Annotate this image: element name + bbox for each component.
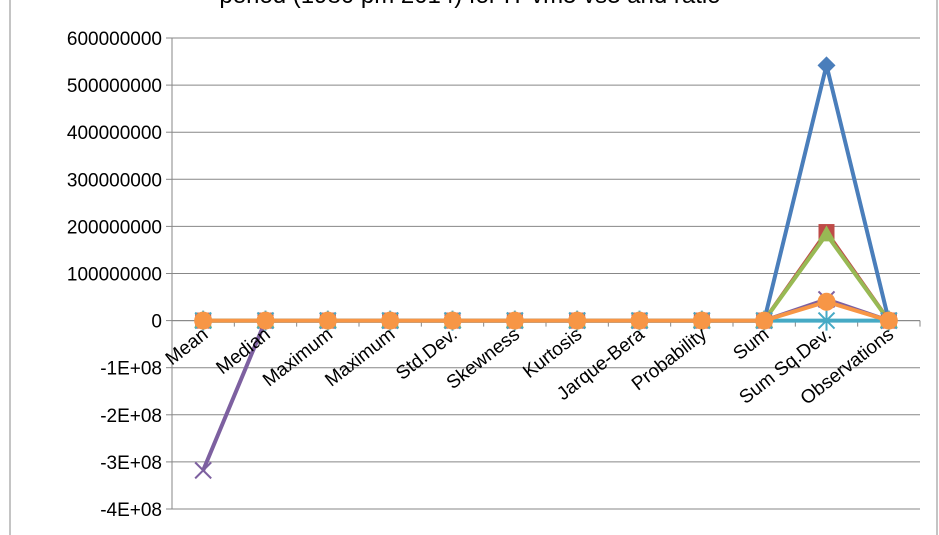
data-point-circle: [755, 311, 774, 330]
x-axis-ticks: Mean MedianMaximumMaximumStd.Dev.Skewness…: [162, 324, 898, 410]
series-markers: [194, 56, 898, 480]
data-point-circle: [505, 311, 524, 330]
data-point-circle: [568, 311, 587, 330]
y-tick-label: 100000000: [67, 265, 162, 286]
series-line-0: [203, 63, 891, 323]
data-point-circle: [194, 311, 213, 330]
y-tick-label: -3E+08: [100, 453, 162, 474]
y-axis-ticks: 600000000 500000000 400000000 300000000 2000…: [67, 29, 172, 521]
y-tick-label: 500000000: [67, 76, 162, 97]
data-point-circle: [879, 311, 898, 330]
data-point-circle: [630, 311, 649, 330]
y-tick-label: -2E+08: [100, 406, 162, 427]
x-tick-label: Mean: [162, 324, 212, 370]
x-tick-label: Sum: [730, 324, 774, 365]
data-point-diamond: [817, 56, 836, 75]
data-point-x: [194, 461, 212, 480]
series-line-5: [203, 299, 890, 323]
y-tick-label: 0: [151, 312, 162, 333]
y-tick-label: -1E+08: [100, 359, 162, 380]
data-point-circle: [318, 311, 337, 330]
y-tick-label: 400000000: [67, 123, 162, 144]
chart-title: period (1980 pm 2014) for IT vm5 vs3 and…: [219, 0, 720, 9]
data-point-circle: [443, 311, 462, 330]
y-tick-label: 600000000: [67, 29, 162, 50]
data-point-circle: [817, 292, 836, 311]
data-point-circle: [256, 311, 275, 330]
y-tick-label: 300000000: [67, 170, 162, 191]
gridlines: [172, 37, 920, 510]
y-tick-label: -4E+08: [100, 500, 162, 521]
y-tick-label: 200000000: [67, 217, 162, 238]
series-line-1: [203, 230, 891, 323]
series-line-2: [203, 232, 891, 323]
data-point-triangle: [817, 225, 836, 242]
series-lines: [201, 63, 891, 472]
data-point-circle: [381, 311, 400, 330]
x-tick-label: Maximum: [321, 324, 399, 391]
data-point-circle: [692, 311, 711, 330]
data-point-star: [817, 310, 836, 331]
